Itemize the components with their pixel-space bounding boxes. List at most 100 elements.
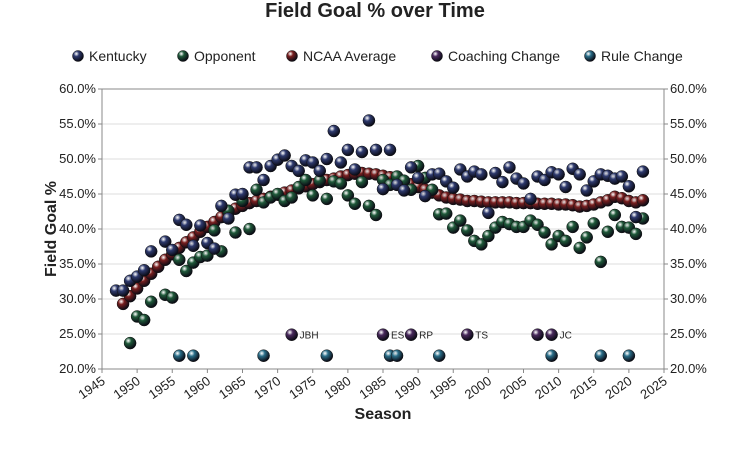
y-tick-label-right: 35.0%: [670, 256, 707, 271]
y-tick-label: 25.0%: [59, 326, 96, 341]
rule-change-marker: [594, 349, 608, 362]
x-tick-label: 2025: [637, 373, 669, 402]
point-kentucky: [376, 182, 390, 196]
y-tick-label: 35.0%: [59, 256, 96, 271]
coaching-change-marker: [461, 328, 474, 341]
rule-change-marker: [545, 349, 558, 362]
point-opponent: [369, 208, 383, 222]
legend: Kentucky Opponent NCAA Average Coaching Cha…: [72, 48, 683, 64]
legend-marker-coaching: [431, 50, 443, 62]
point-kentucky: [404, 161, 418, 174]
y-tick-label-right: 55.0%: [670, 116, 707, 131]
point-kentucky: [397, 184, 411, 197]
y-tick-label: 55.0%: [59, 116, 96, 131]
y-tick-label: 50.0%: [59, 151, 96, 166]
coaching-change-label: RP: [419, 331, 433, 342]
legend-marker-ncaa: [286, 50, 298, 62]
rule-change-marker: [390, 349, 404, 362]
coaching-change-marker: [376, 328, 390, 341]
point-opponent: [559, 234, 572, 248]
point-kentucky: [496, 175, 509, 189]
point-kentucky: [341, 143, 355, 157]
point-kentucky: [559, 180, 572, 194]
y-tick-label-right: 20.0%: [670, 361, 707, 376]
point-opponent: [629, 227, 643, 241]
x-tick-label: 2005: [497, 373, 529, 402]
legend-marker-opponent: [177, 50, 189, 62]
y-tick-label: 60.0%: [59, 81, 96, 96]
point-opponent: [123, 336, 137, 350]
point-kentucky: [208, 242, 221, 255]
coaching-change-label: TS: [475, 331, 488, 342]
point-opponent: [355, 175, 369, 189]
point-opponent: [482, 229, 495, 243]
point-kentucky: [215, 199, 228, 213]
x-tick-label: 1990: [392, 373, 424, 402]
point-kentucky: [250, 161, 263, 174]
point-kentucky: [489, 166, 502, 180]
x-tick-label: 1995: [427, 373, 459, 402]
point-opponent: [334, 177, 348, 190]
point-kentucky: [383, 143, 397, 157]
point-opponent: [137, 313, 151, 327]
point-opponent: [461, 224, 474, 237]
point-kentucky: [187, 239, 200, 253]
y-axis-right: 20.0% 25.0% 30.0% 35.0% 40.0% 45.0% 50.0% 55.0%…: [664, 81, 707, 376]
coaching-change-marker: [404, 328, 418, 341]
point-kentucky: [292, 164, 305, 178]
point-kentucky: [116, 284, 130, 297]
x-tick-label: 2000: [462, 373, 494, 402]
x-tick-label: 1960: [181, 373, 213, 402]
x-tick-label: 2015: [567, 373, 599, 402]
x-tick-label: 2020: [602, 373, 634, 402]
point-kentucky: [355, 145, 369, 159]
x-tick-label: 1985: [356, 373, 388, 402]
point-opponent: [229, 226, 242, 239]
y-tick-label: 20.0%: [59, 361, 96, 376]
point-kentucky: [552, 168, 565, 181]
point-kentucky: [144, 245, 158, 258]
x-axis-label: Season: [355, 406, 412, 423]
point-opponent: [587, 217, 600, 230]
point-opponent: [250, 183, 263, 197]
rule-change-marker: [173, 349, 186, 362]
point-opponent: [545, 238, 558, 251]
point-kentucky: [524, 192, 537, 206]
y-tick-label-right: 45.0%: [670, 186, 707, 201]
chart-title: Field Goal % over Time: [265, 0, 485, 22]
legend-label-rule: Rule Change: [601, 48, 683, 64]
point-kentucky: [615, 170, 629, 183]
legend-label-opponent: Opponent: [194, 48, 256, 64]
point-kentucky: [580, 184, 593, 197]
point-opponent: [299, 173, 312, 187]
point-kentucky: [411, 171, 425, 185]
point-opponent: [439, 207, 453, 220]
rule-change-marker: [622, 349, 636, 362]
annotations: JBH ES RP TS JC: [173, 328, 636, 362]
y-axis-label: Field Goal %: [43, 181, 60, 277]
point-opponent: [594, 255, 608, 269]
point-kentucky: [622, 180, 636, 193]
point-kentucky: [306, 156, 319, 169]
x-tick-label: 1945: [75, 373, 107, 402]
point-opponent: [285, 191, 298, 204]
point-opponent: [173, 253, 186, 267]
coaching-change-label: JC: [560, 331, 572, 342]
x-tick-label: 1975: [286, 373, 318, 402]
coaching-change-label: ES: [391, 331, 405, 342]
x-tick-label: 1955: [146, 373, 178, 402]
x-tick-label: 1980: [321, 373, 353, 402]
y-tick-label-right: 60.0%: [670, 81, 707, 96]
point-opponent: [208, 224, 221, 237]
point-kentucky: [327, 124, 341, 138]
point-opponent: [320, 192, 334, 206]
legend-label-coaching: Coaching Change: [448, 48, 560, 64]
x-tick-label: 1950: [111, 373, 143, 402]
point-kentucky: [334, 156, 348, 169]
point-opponent: [580, 231, 593, 244]
point-kentucky: [222, 212, 235, 225]
y-tick-label-right: 50.0%: [670, 151, 707, 166]
point-kentucky: [158, 235, 172, 248]
